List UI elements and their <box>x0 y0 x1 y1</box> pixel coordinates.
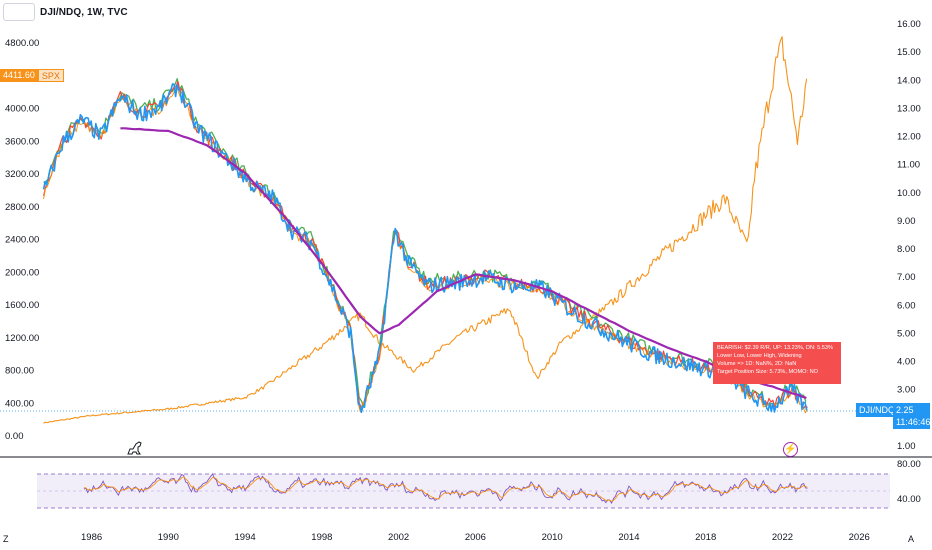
dino-icon[interactable] <box>127 441 142 455</box>
current-price-value: 2.25 <box>896 405 914 415</box>
left-axis-tick: 0.00 <box>5 431 24 442</box>
right-axis-tick: 8.00 <box>897 244 916 255</box>
symbol-title: DJI/NDQ, 1W, TVC <box>40 7 128 18</box>
left-axis-tick: 4000.00 <box>5 104 39 115</box>
note-line: Target Position Size: 5.73%, MOMO: NO <box>717 369 819 375</box>
left-axis-tick: 1200.00 <box>5 333 39 344</box>
auto-scale-button[interactable]: A <box>908 534 915 544</box>
spx-line <box>43 36 808 424</box>
time-axis-label: 1994 <box>235 532 256 543</box>
right-axis-tick: 11.00 <box>897 160 920 171</box>
dji-ndq-label-tag: DJI/NDQ <box>856 403 898 417</box>
time-axis-label: 2014 <box>618 532 639 543</box>
symbol-search-box[interactable] <box>3 3 35 21</box>
left-axis-tick: 800.00 <box>5 366 34 377</box>
left-price-axis[interactable]: 4800.004400.004000.003600.003200.002800.… <box>5 38 39 442</box>
left-axis-tick: 3200.00 <box>5 169 39 180</box>
slow-ma-orange-line <box>43 87 808 414</box>
current-price-tag: 2.25 11:46:46 <box>893 403 930 429</box>
left-axis-tick: 4800.00 <box>5 38 39 49</box>
left-axis-tick: 1600.00 <box>5 300 39 311</box>
zoom-toggle-button[interactable]: Z <box>3 534 9 544</box>
note-line: Lower Low, Lower High, Widening <box>717 353 802 359</box>
time-axis-label: 2006 <box>465 532 486 543</box>
right-axis-tick: 13.00 <box>897 103 921 114</box>
signal-note-box: BEARISH: $2.39 R/R, UP: 13.23%, DN: 5.53… <box>713 342 841 384</box>
right-axis-tick: 10.00 <box>897 188 921 199</box>
left-axis-tick: 400.00 <box>5 398 34 409</box>
right-axis-tick: 7.00 <box>897 272 916 283</box>
right-axis-tick: 9.00 <box>897 216 916 227</box>
right-axis-tick: 16.00 <box>897 19 921 30</box>
time-axis[interactable]: 1986 1990 1994 1998 2002 2006 2010 2014 2018 2022… <box>81 532 870 543</box>
time-axis-label: 1990 <box>158 532 179 543</box>
rsi-signal-line <box>83 476 808 502</box>
time-axis-label: 1986 <box>81 532 102 543</box>
left-axis-tick: 2000.00 <box>5 267 39 278</box>
time-axis-label: 2018 <box>695 532 716 543</box>
time-axis-label: 2026 <box>849 532 870 543</box>
dji-ndq-ratio-line <box>42 83 808 414</box>
time-axis-label: 1998 <box>311 532 332 543</box>
rsi-layer <box>83 473 808 505</box>
right-axis-tick: 6.00 <box>897 300 916 311</box>
fast-ma-red-line <box>43 80 808 412</box>
right-axis-tick: 5.00 <box>897 328 916 339</box>
rsi-axis[interactable]: 80.00 40.00 <box>897 459 921 505</box>
right-axis-tick: 1.00 <box>897 441 916 452</box>
left-axis-tick: 2400.00 <box>5 235 39 246</box>
spx-label: SPX <box>37 69 64 82</box>
bar-countdown: 11:46:46 <box>896 417 931 427</box>
left-axis-tick: 2800.00 <box>5 202 39 213</box>
right-axis-tick: 14.00 <box>897 75 921 86</box>
long-ma-line <box>120 127 807 399</box>
note-line: Volume => 1D: NaN%, 2D: NaN <box>717 361 797 367</box>
series-layer <box>42 36 808 424</box>
note-line: BEARISH: $2.39 R/R, UP: 13.23%, DN: 5.53… <box>717 345 833 351</box>
right-axis-tick: 4.00 <box>897 357 916 368</box>
lightning-icon[interactable]: ⚡ <box>783 442 798 457</box>
spx-price-tag: 4411.60 SPX <box>0 69 64 82</box>
right-axis-tick: 3.00 <box>897 385 916 396</box>
time-axis-label: 2010 <box>542 532 563 543</box>
rsi-axis-tick: 40.00 <box>897 494 921 505</box>
spx-value: 4411.60 <box>0 69 38 82</box>
rsi-axis-tick: 80.00 <box>897 459 921 470</box>
right-axis-tick: 15.00 <box>897 47 921 58</box>
left-axis-tick: 3600.00 <box>5 136 39 147</box>
right-axis-tick: 12.00 <box>897 132 921 143</box>
time-axis-label: 2002 <box>388 532 409 543</box>
time-axis-label: 2022 <box>772 532 793 543</box>
right-price-axis[interactable]: 16.00 15.00 14.00 13.00 12.00 11.00 10.00 9.00 8… <box>897 19 921 452</box>
